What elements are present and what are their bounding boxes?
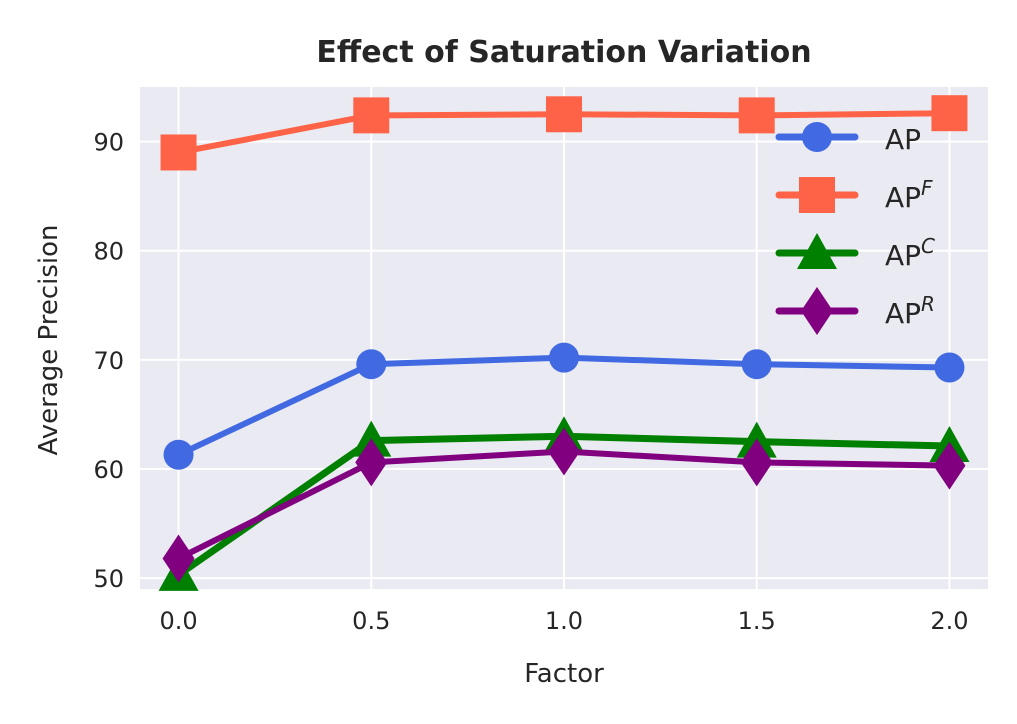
x-tick-label: 2.0 (930, 607, 968, 635)
data-point-circle (934, 352, 965, 383)
x-axis-label: Factor (524, 659, 604, 689)
chart-title: Effect of Saturation Variation (316, 35, 811, 70)
y-tick-label: 80 (93, 238, 124, 266)
y-tick-label: 60 (93, 456, 124, 484)
x-tick-label: 1.0 (545, 607, 583, 635)
data-point-square (546, 96, 582, 133)
y-tick-label: 70 (93, 347, 124, 375)
data-point-diamond (740, 438, 773, 487)
data-point-circle (741, 349, 772, 380)
data-point-square (353, 97, 390, 134)
x-tick-label: 0.5 (352, 607, 390, 635)
legend: AP APF APC APR (775, 122, 935, 335)
y-axis-label: Average Precision (34, 224, 64, 455)
legend-label: APF (885, 176, 933, 214)
x-tick-label: 0.0 (159, 607, 197, 635)
series-group (158, 95, 970, 591)
gridlines (140, 87, 988, 589)
series-ap-r (162, 427, 966, 583)
legend-label: APC (885, 234, 935, 272)
legend-label: AP (885, 123, 921, 156)
data-point-circle (549, 342, 579, 373)
y-tick-label: 90 (93, 129, 124, 157)
data-point-diamond (933, 441, 966, 490)
legend-item: AP (775, 122, 921, 156)
data-point-circle (356, 349, 387, 380)
legend-marker-triangle (797, 233, 837, 269)
data-point-diamond (548, 427, 580, 476)
legend-label: APR (885, 292, 935, 330)
y-tick-label: 50 (93, 565, 124, 593)
series-ap (163, 342, 965, 470)
data-point-diamond (355, 438, 388, 487)
legend-item: APR (775, 287, 935, 335)
y-tick-labels: 50 60 70 80 90 (93, 129, 124, 594)
legend-marker-circle (802, 122, 832, 152)
data-point-diamond (162, 534, 195, 583)
series-ap-f (160, 95, 968, 171)
legend-item: APF (775, 176, 933, 214)
data-point-circle (163, 439, 194, 470)
data-point-square (931, 95, 968, 132)
legend-item: APC (775, 233, 935, 272)
data-point-square (738, 97, 775, 134)
data-point-square (160, 134, 197, 171)
x-tick-labels: 0.0 0.5 1.0 1.5 2.0 (159, 607, 968, 635)
x-tick-label: 1.5 (738, 607, 776, 635)
legend-marker-diamond (801, 287, 833, 335)
legend-marker-square (799, 177, 835, 213)
